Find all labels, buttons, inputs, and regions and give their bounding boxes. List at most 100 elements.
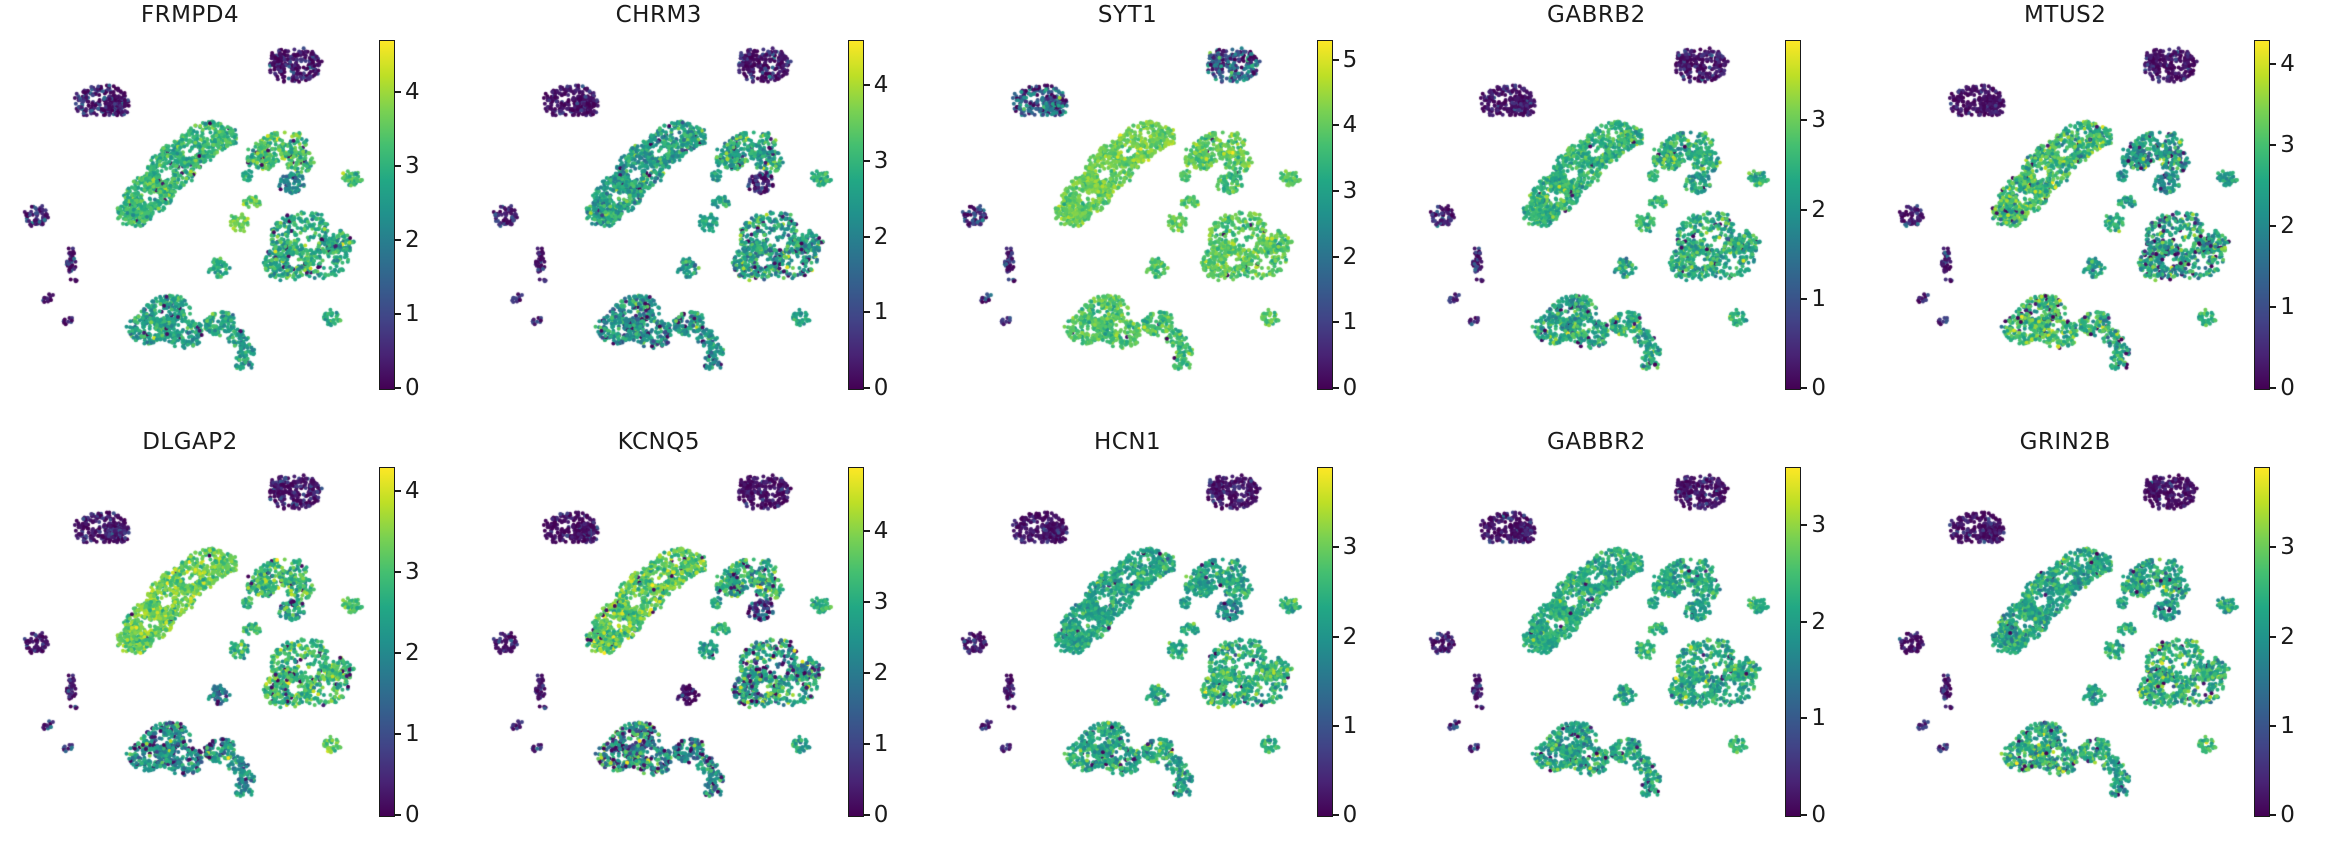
umap-scatter-canvas <box>472 455 845 817</box>
umap-panel-chrm3: CHRM3 0 1 2 3 4 <box>469 0 937 427</box>
panel-title: KCNQ5 <box>617 429 700 455</box>
colorbar-tick-label: 3 <box>873 588 889 615</box>
colorbar-tick <box>394 238 401 241</box>
colorbar-tick <box>862 387 870 389</box>
colorbar-tick <box>2269 635 2277 638</box>
colorbar-tick <box>394 90 401 93</box>
panel-title: CHRM3 <box>615 2 702 28</box>
colorbar-tick-label: 2 <box>1811 196 1827 223</box>
umap-scatter-canvas <box>1879 455 2252 817</box>
umap-panel-hcn1: HCN1 0 1 2 3 <box>938 427 1406 854</box>
colorbar-tick-label: 0 <box>1811 802 1827 828</box>
colorbar <box>1785 40 1802 390</box>
colorbar-tick-label: 5 <box>1342 46 1358 73</box>
panel-title: FRMPD4 <box>140 2 240 28</box>
colorbar-tick-label: 2 <box>2280 623 2295 650</box>
colorbar-tick-label: 3 <box>2280 132 2295 159</box>
colorbar-tick-label: 1 <box>2280 294 2295 321</box>
colorbar-tick <box>1800 297 1808 300</box>
colorbar-tick <box>1331 635 1339 638</box>
colorbar-tick <box>862 600 870 603</box>
colorbar-tick-label: 1 <box>405 721 420 748</box>
colorbar-tick-label: 0 <box>2280 375 2295 401</box>
colorbar-tick <box>1331 58 1339 61</box>
colorbar-tick <box>394 490 401 493</box>
colorbar-tick <box>2269 63 2277 66</box>
colorbar-tick <box>394 733 401 736</box>
colorbar-tick <box>2269 724 2277 727</box>
umap-scatter-canvas <box>1410 455 1783 817</box>
colorbar <box>1785 467 1802 817</box>
umap-scatter-canvas <box>1410 28 1783 390</box>
panel-title: GABBR2 <box>1547 429 1646 455</box>
colorbar-tick-label: 0 <box>1342 802 1358 828</box>
colorbar-tick <box>394 387 401 389</box>
colorbar-tick-label: 0 <box>405 802 420 828</box>
colorbar-tick-label: 3 <box>405 152 420 179</box>
colorbar-tick-label: 2 <box>405 640 420 667</box>
colorbar-tick-label: 1 <box>1811 705 1827 732</box>
colorbar-tick-label: 4 <box>873 517 889 544</box>
colorbar-tick <box>1331 546 1339 549</box>
umap-scatter-canvas <box>941 455 1314 817</box>
colorbar-tick-label: 4 <box>405 78 420 105</box>
colorbar-tick <box>862 235 870 238</box>
colorbar-tick <box>1800 524 1808 526</box>
colorbar-tick <box>2269 144 2277 147</box>
colorbar-tick-label: 4 <box>405 478 420 505</box>
colorbar <box>2254 40 2271 390</box>
colorbar <box>2254 467 2271 817</box>
colorbar-tick-label: 2 <box>873 223 889 250</box>
colorbar <box>1316 467 1333 817</box>
colorbar-tick <box>2269 306 2277 309</box>
umap-panel-syt1: SYT1 0 1 2 3 4 5 <box>938 0 1406 427</box>
colorbar-tick-label: 1 <box>1342 309 1358 336</box>
panel-title: SYT1 <box>1097 2 1158 28</box>
colorbar-tick-label: 1 <box>873 730 889 757</box>
colorbar-tick-label: 3 <box>1342 178 1358 205</box>
colorbar-tick-label: 4 <box>873 72 889 99</box>
colorbar-tick-label: 4 <box>1342 112 1358 139</box>
colorbar-tick <box>1800 620 1808 623</box>
colorbar-tick-label: 3 <box>1811 512 1827 538</box>
colorbar-tick <box>1800 387 1808 389</box>
colorbar-tick <box>1331 124 1339 127</box>
colorbar-tick-label: 2 <box>1811 608 1827 635</box>
colorbar-tick-label: 0 <box>405 375 420 401</box>
colorbar <box>847 467 864 817</box>
umap-scatter-canvas <box>4 28 376 390</box>
colorbar-tick <box>2269 225 2277 228</box>
umap-scatter-canvas <box>941 28 1314 390</box>
colorbar-tick-label: 2 <box>873 659 889 686</box>
colorbar <box>1316 40 1333 390</box>
umap-panel-frmpd4: FRMPD4 0 1 2 3 4 <box>0 0 468 427</box>
colorbar-tick-label: 2 <box>2280 213 2295 240</box>
umap-panel-mtus2: MTUS2 0 1 2 3 4 <box>1875 0 2343 427</box>
colorbar-tick <box>862 160 870 163</box>
colorbar-tick-label: 1 <box>1811 285 1827 312</box>
umap-scatter-canvas <box>1879 28 2252 390</box>
colorbar-tick-label: 3 <box>873 148 889 175</box>
colorbar-tick <box>862 671 870 674</box>
colorbar-tick <box>1331 255 1339 258</box>
colorbar-tick <box>1331 814 1339 816</box>
umap-panel-dlgap2: DLGAP2 0 1 2 3 4 <box>0 427 468 854</box>
colorbar-tick-label: 0 <box>1811 375 1827 401</box>
colorbar <box>379 40 395 390</box>
colorbar-tick-label: 2 <box>1342 243 1358 270</box>
colorbar-tick <box>1800 208 1808 211</box>
colorbar-tick <box>2269 387 2277 389</box>
colorbar-tick-label: 2 <box>1342 623 1358 650</box>
colorbar <box>847 40 864 390</box>
colorbar-tick-label: 4 <box>2280 51 2295 78</box>
colorbar-tick <box>2269 814 2277 816</box>
colorbar-tick <box>1331 321 1339 324</box>
colorbar-tick <box>1800 717 1808 720</box>
panel-title: MTUS2 <box>2023 2 2107 28</box>
panel-title: GRIN2B <box>2019 429 2111 455</box>
colorbar-tick <box>394 312 401 315</box>
colorbar-tick-label: 2 <box>405 226 420 253</box>
colorbar-tick <box>862 84 870 87</box>
colorbar-tick <box>862 529 870 532</box>
